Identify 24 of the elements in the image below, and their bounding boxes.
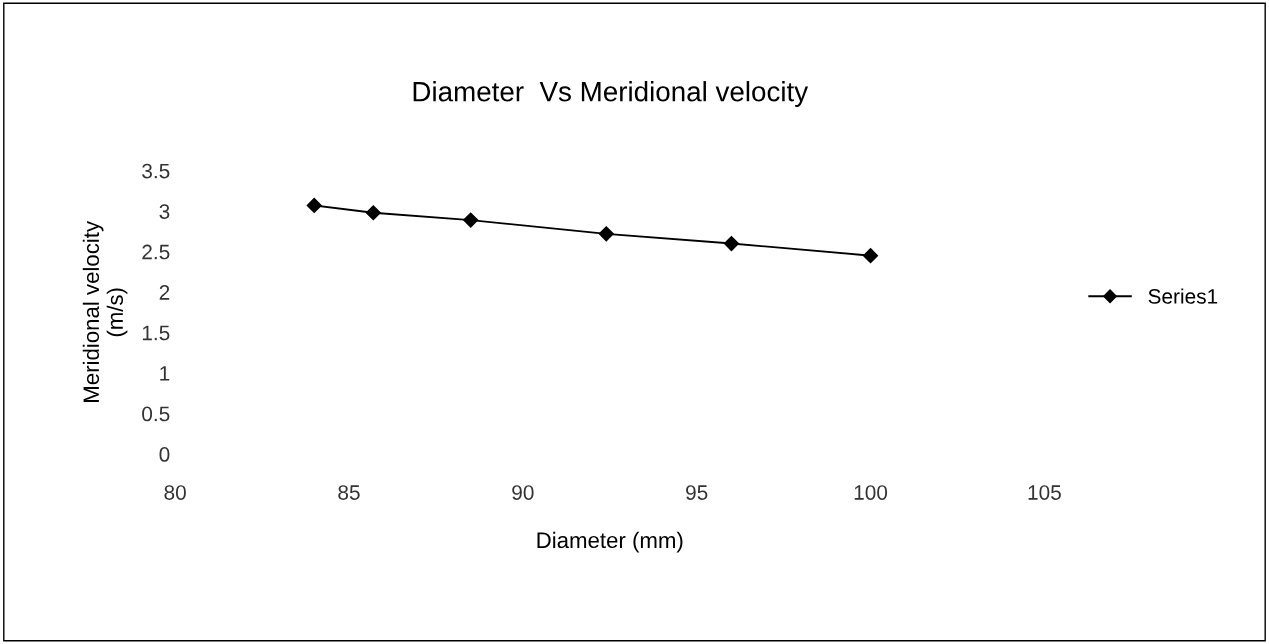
y-tick-label: 0.5 [142,406,170,422]
x-tick-label: 105 [1028,485,1061,500]
y-tick-label: 1 [160,366,170,381]
point [306,197,322,214]
x-tick-label: 80 [164,485,186,500]
y-tick-label: 3 [159,204,170,219]
x-tick-label: 95 [686,485,708,500]
point [862,248,879,264]
y-tick-label: 2 [159,285,170,300]
point [723,235,740,252]
y-tick-label: 3.5 [142,163,170,179]
x-tick-label: 90 [512,485,534,500]
y-tick-label: 1.5 [142,325,170,341]
chart-title: Diameter Vs Meridional velocity [413,81,809,107]
point [463,212,479,228]
y-tick-label: 0 [159,447,170,462]
y-tick-label: 2.5 [142,244,170,260]
x-tick-label: 85 [338,485,360,500]
point [365,205,381,221]
point [598,226,614,242]
x-tick-label: 100 [854,485,888,500]
y-axis-title: Meridional velocity (m/s) [82,220,128,402]
legend-label: Series1 [1148,288,1218,304]
x-axis-title: Diameter (mm) [537,531,683,553]
